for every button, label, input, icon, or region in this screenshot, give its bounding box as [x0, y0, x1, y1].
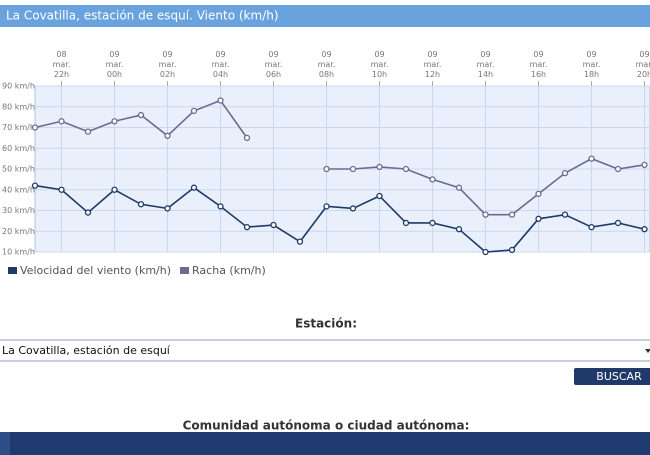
data-point [641, 226, 648, 233]
data-point [376, 192, 383, 200]
data-point [349, 165, 357, 173]
data-point [535, 215, 542, 222]
station-label: Estación: [295, 317, 357, 331]
data-point [402, 219, 410, 227]
data-point [164, 205, 171, 212]
data-point [376, 163, 383, 171]
data-point [31, 124, 39, 131]
legend-swatch [180, 267, 190, 274]
data-point [614, 165, 622, 173]
y-tick-label: 10 km/h [2, 248, 35, 257]
data-point [429, 219, 436, 227]
x-tick-label: 09 mar. 20h [635, 50, 650, 79]
data-point [349, 205, 357, 212]
select-arrow [645, 349, 650, 353]
y-tick-label: 50 km/h [2, 165, 35, 174]
x-tick-label: 09 mar. 08h [317, 50, 336, 79]
data-point [588, 155, 595, 162]
data-point [482, 211, 489, 218]
legend-label: Velocidad del viento (km/h) [20, 264, 171, 277]
data-point [31, 182, 39, 189]
data-point [323, 165, 330, 173]
data-point [508, 211, 516, 218]
station-value: La Covatilla, estación de esquí [2, 344, 171, 357]
x-tick-label: 09 mar. 16h [529, 50, 548, 79]
x-tick-label: 09 mar. 14h [476, 50, 495, 79]
data-point [190, 107, 198, 115]
community-select[interactable] [0, 432, 650, 455]
data-point [84, 209, 92, 216]
y-tick-label: 40 km/h [2, 185, 35, 194]
data-point [111, 118, 118, 125]
data-point [429, 176, 436, 183]
community-label: Comunidad autónoma o ciudad autónoma: [183, 419, 470, 433]
header-title: La Covatilla, estación de esquí. Viento … [6, 9, 279, 23]
legend-label: Racha (km/h) [192, 264, 266, 277]
data-point [588, 223, 595, 231]
data-point [455, 184, 463, 191]
y-tick-label: 60 km/h [2, 144, 35, 153]
data-point [402, 165, 410, 173]
data-point [217, 97, 224, 104]
x-tick-label: 09 mar. 04h [211, 50, 230, 79]
station-select[interactable] [0, 339, 650, 362]
data-point [482, 248, 489, 256]
search-button-label: BUSCAR [596, 370, 642, 383]
data-point [243, 223, 251, 231]
header-bar [0, 5, 650, 27]
data-point [190, 184, 198, 191]
data-point [84, 128, 92, 135]
data-point [561, 211, 569, 218]
y-tick-label: 70 km/h [2, 123, 35, 132]
data-point [455, 226, 463, 233]
search-button[interactable] [574, 368, 650, 385]
x-tick-label: 09 mar. 00h [105, 50, 124, 79]
select-edge [0, 432, 10, 455]
data-point [270, 221, 277, 229]
data-point [217, 203, 224, 210]
data-point [535, 190, 542, 198]
x-tick-label: 08 mar. 22h [52, 50, 71, 79]
data-point [614, 219, 622, 227]
y-tick-label: 90 km/h [2, 82, 35, 91]
x-tick-label: 09 mar. 10h [370, 50, 389, 79]
series-line [34, 184, 645, 253]
data-point [58, 118, 65, 125]
x-tick-label: 09 mar. 18h [582, 50, 601, 79]
x-tick-label: 09 mar. 12h [423, 50, 442, 79]
data-point [137, 201, 145, 208]
data-point [58, 186, 65, 193]
legend-swatch [8, 267, 17, 274]
y-tick-label: 30 km/h [2, 206, 35, 215]
data-point [508, 246, 516, 254]
data-point [323, 203, 330, 210]
data-point [243, 134, 251, 142]
data-point [164, 132, 171, 139]
data-point [296, 238, 304, 245]
data-point [111, 186, 118, 193]
y-tick-label: 20 km/h [2, 227, 35, 236]
x-tick-label: 09 mar. 02h [158, 50, 177, 79]
x-tick-label: 09 mar. 06h [264, 50, 283, 79]
data-point [641, 161, 648, 169]
data-point [561, 169, 569, 177]
y-tick-label: 80 km/h [2, 102, 35, 111]
data-point [137, 111, 145, 119]
